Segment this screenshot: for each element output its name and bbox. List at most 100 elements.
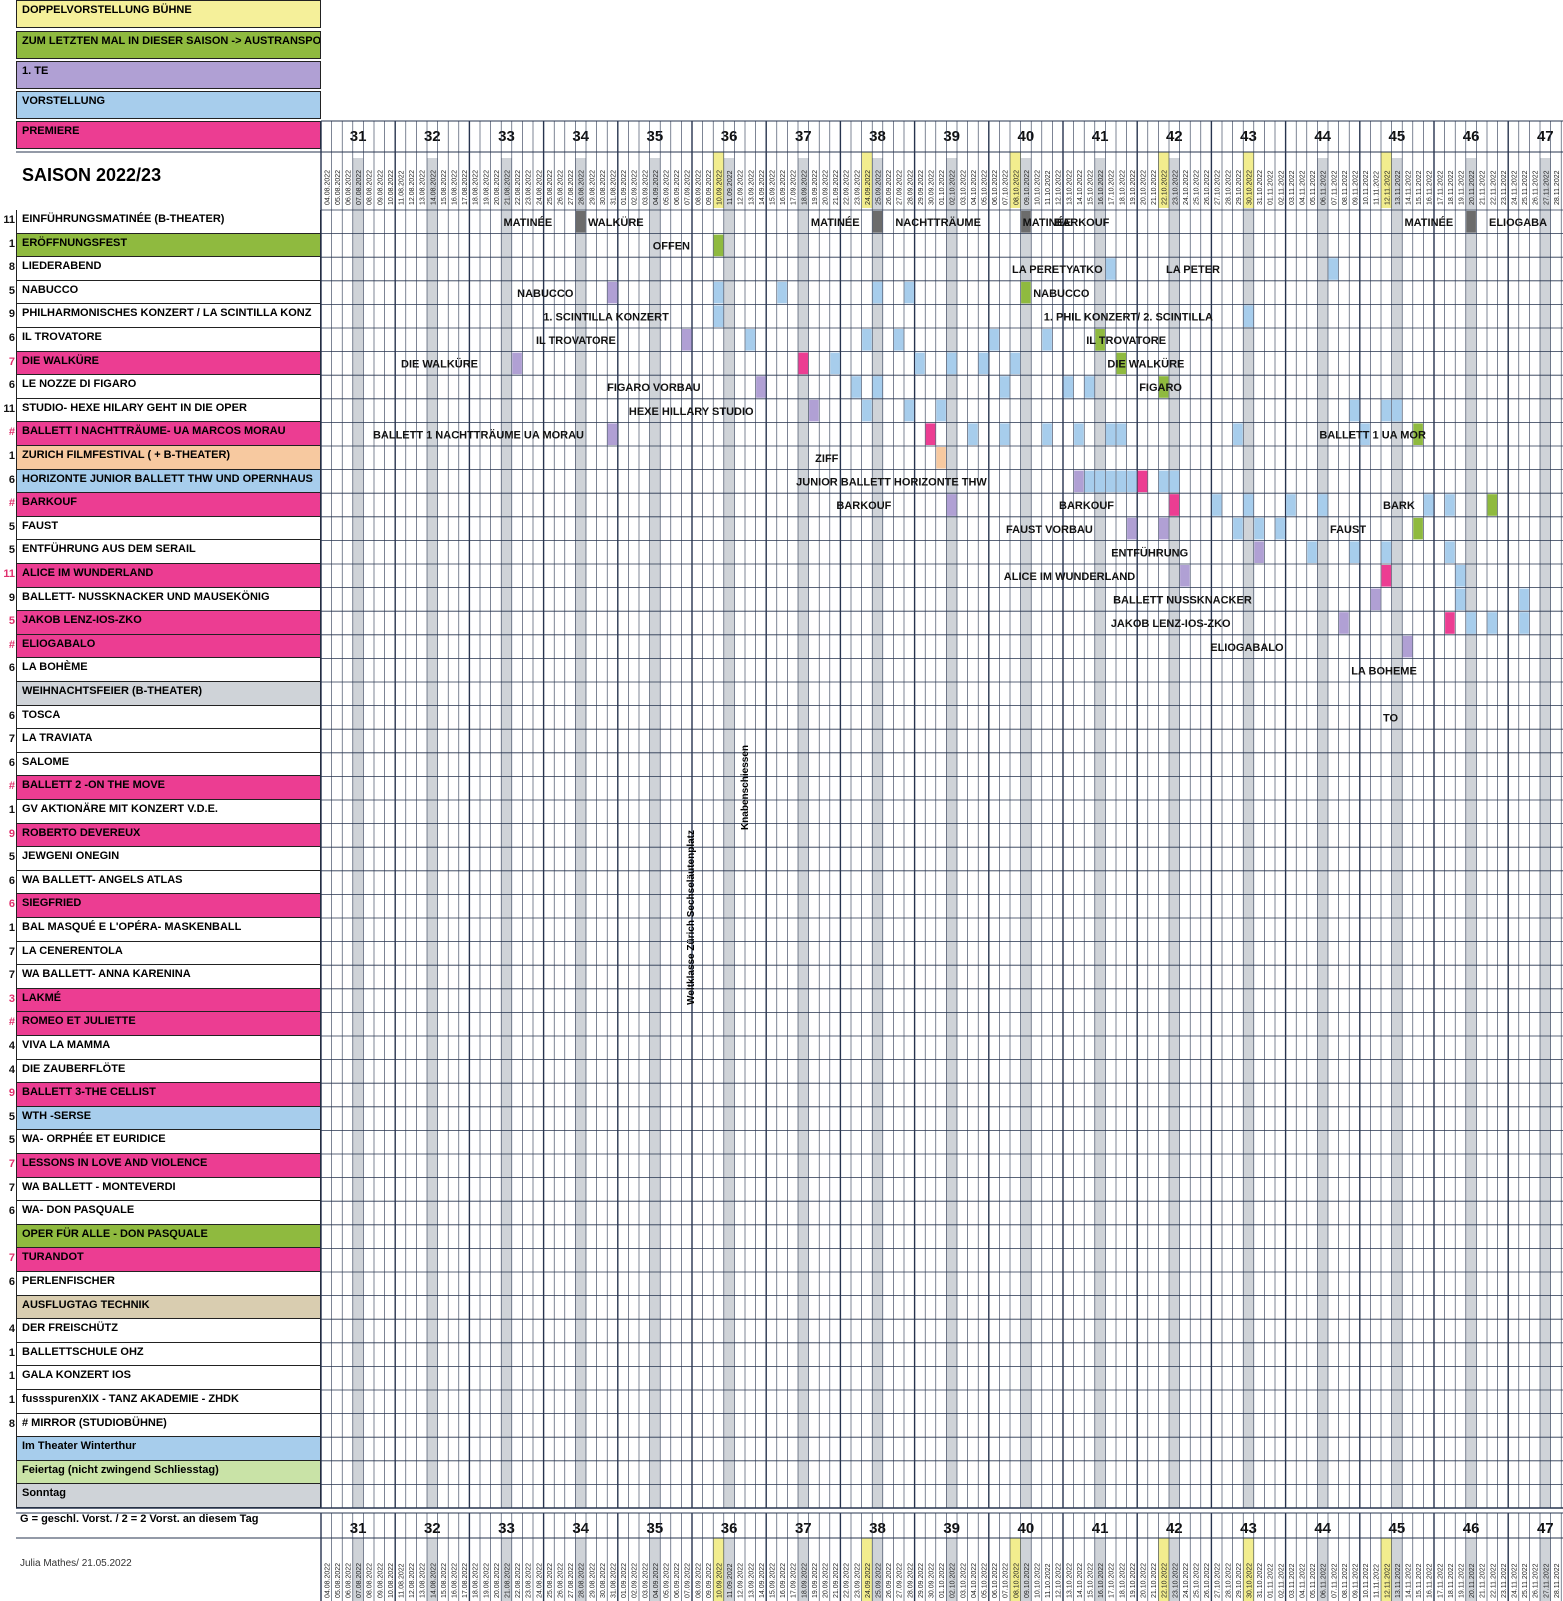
date-label-footer: 10.09.2022 bbox=[717, 1563, 724, 1598]
date-label: 21.10.2022 bbox=[1151, 170, 1158, 205]
sunday-column bbox=[427, 158, 438, 1508]
week-number: 36 bbox=[721, 128, 738, 145]
date-label: 24.10.2022 bbox=[1183, 170, 1190, 205]
date-label-footer: 19.09.2022 bbox=[812, 1563, 819, 1598]
sunday-column bbox=[872, 158, 883, 1508]
date-label-footer: 20.11.2022 bbox=[1469, 1563, 1476, 1598]
date-label-footer: 11.09.2022 bbox=[727, 1563, 734, 1598]
date-label: 14.09.2022 bbox=[759, 170, 766, 205]
row-count: 1 bbox=[8, 1346, 15, 1359]
event-cell bbox=[809, 399, 819, 422]
event-cell bbox=[1370, 588, 1381, 611]
event-cell bbox=[1286, 494, 1296, 516]
week-number-footer: 34 bbox=[572, 1520, 589, 1537]
row-count: 7 bbox=[8, 945, 15, 958]
week-number-footer: 39 bbox=[943, 1520, 960, 1537]
row-label: Feiertag (nicht zwingend Schliesstag) bbox=[16, 1460, 321, 1485]
sunday-column bbox=[649, 158, 661, 1508]
event-annotation: ZIFF bbox=[815, 453, 838, 465]
date-label-footer: 15.11.2022 bbox=[1416, 1563, 1423, 1598]
date-label: 25.08.2022 bbox=[547, 170, 554, 205]
row-count: 6 bbox=[8, 1205, 15, 1218]
row-count: 4 bbox=[8, 1063, 15, 1076]
event-cell bbox=[798, 352, 809, 375]
week-number-footer: 36 bbox=[721, 1520, 738, 1537]
row-label: LAKMÉ bbox=[16, 988, 321, 1013]
row-label: TURANDOT bbox=[16, 1248, 321, 1272]
date-label-footer: 27.09.2022 bbox=[897, 1563, 904, 1598]
event-annotation: 1. PHIL KONZERT/ 2. SCINTILLA bbox=[1044, 311, 1213, 323]
event-cell bbox=[575, 211, 586, 233]
date-label: 26.11.2022 bbox=[1533, 170, 1540, 205]
date-label-footer: 30.10.2022 bbox=[1247, 1563, 1254, 1598]
row-label: EINFÜHRUNGSMATINÉE (B-THEATER) bbox=[16, 210, 321, 234]
date-label-footer: 24.10.2022 bbox=[1183, 1563, 1190, 1598]
date-label: 02.10.2022 bbox=[950, 170, 957, 205]
date-label-footer: 25.10.2022 bbox=[1194, 1563, 1201, 1598]
event-cell bbox=[1116, 470, 1127, 493]
date-label: 28.11.2022 bbox=[1554, 170, 1561, 205]
date-label-footer: 30.09.2022 bbox=[929, 1563, 936, 1598]
event-cell bbox=[1349, 541, 1360, 563]
date-label: 09.08.2022 bbox=[377, 170, 384, 205]
week-number: 45 bbox=[1389, 128, 1406, 145]
holiday-date-cell bbox=[861, 152, 873, 208]
date-label-footer: 23.09.2022 bbox=[854, 1563, 861, 1598]
row-count: 7 bbox=[8, 1158, 15, 1170]
date-label-footer: 08.11.2022 bbox=[1342, 1563, 1349, 1598]
date-label-footer: 06.09.2022 bbox=[674, 1563, 681, 1598]
row-label: WA- ORPHÉE ET EURIDICE bbox=[16, 1130, 321, 1154]
row-label: BARKOUF bbox=[16, 493, 321, 517]
event-annotation: OFFEN bbox=[653, 241, 690, 253]
event-annotation: ELIOGABA bbox=[1489, 217, 1547, 229]
row-count: # bbox=[8, 426, 15, 439]
legend-vorstellung: VORSTELLUNG bbox=[16, 91, 321, 119]
date-label-footer: 10.08.2022 bbox=[388, 1563, 395, 1598]
event-annotation: 1. SCINTILLA KONZERT bbox=[543, 311, 669, 323]
row-label: TOSCA bbox=[16, 705, 321, 730]
date-label: 07.09.2022 bbox=[685, 170, 692, 205]
date-label-footer: 09.10.2022 bbox=[1024, 1563, 1031, 1598]
date-label: 19.11.2022 bbox=[1459, 170, 1466, 205]
date-label: 05.11.2022 bbox=[1310, 170, 1317, 205]
event-cell bbox=[1158, 470, 1169, 493]
row-label: BAL MASQUÉ E L'OPÉRA- MASKENBALL bbox=[16, 918, 321, 942]
date-label-footer: 02.09.2022 bbox=[632, 1563, 639, 1598]
row-label: JEWGENI ONEGIN bbox=[16, 847, 321, 871]
week-number-footer: 41 bbox=[1092, 1520, 1109, 1537]
date-label: 23.10.2022 bbox=[1172, 170, 1179, 205]
date-label: 27.08.2022 bbox=[568, 170, 575, 205]
row-label: JAKOB LENZ-IOS-ZKO bbox=[16, 611, 321, 635]
sunday-column bbox=[352, 158, 364, 1508]
date-label-footer: 20.08.2022 bbox=[494, 1563, 501, 1598]
event-cell bbox=[1211, 494, 1222, 516]
date-label: 05.09.2022 bbox=[664, 170, 671, 205]
sunday-column-footer bbox=[1094, 1538, 1106, 1601]
row-count: 6 bbox=[8, 332, 15, 344]
date-label-footer: 21.08.2022 bbox=[505, 1563, 512, 1598]
date-label: 17.08.2022 bbox=[462, 170, 469, 205]
date-label: 12.11.2022 bbox=[1384, 170, 1391, 205]
row-count: 9 bbox=[8, 1087, 15, 1100]
date-label-footer: 17.08.2022 bbox=[462, 1563, 469, 1598]
date-label-footer: 25.09.2022 bbox=[876, 1563, 883, 1598]
date-label-footer: 05.09.2022 bbox=[664, 1563, 671, 1598]
date-label: 25.11.2022 bbox=[1522, 170, 1529, 205]
sunday-column-footer bbox=[723, 1538, 735, 1601]
event-cell bbox=[1158, 376, 1169, 398]
date-label-footer: 16.09.2022 bbox=[780, 1563, 787, 1598]
date-label-footer: 18.09.2022 bbox=[801, 1563, 808, 1598]
event-cell bbox=[1445, 494, 1455, 516]
event-annotation: ELIOGABALO bbox=[1210, 642, 1284, 654]
row-label: LESSONS IN LOVE AND VIOLENCE bbox=[16, 1154, 321, 1178]
date-label-footer: 22.09.2022 bbox=[844, 1563, 851, 1598]
sunday-column bbox=[501, 158, 512, 1508]
row-count: 9 bbox=[8, 827, 15, 840]
date-label-footer: 01.10.2022 bbox=[939, 1563, 946, 1598]
date-label-footer: 08.10.2022 bbox=[1013, 1563, 1020, 1598]
date-label: 19.10.2022 bbox=[1130, 170, 1137, 205]
date-label-footer: 04.10.2022 bbox=[971, 1563, 978, 1598]
row-count: 7 bbox=[8, 1181, 15, 1194]
event-cell bbox=[1487, 612, 1498, 634]
date-label-footer: 05.11.2022 bbox=[1310, 1563, 1317, 1598]
